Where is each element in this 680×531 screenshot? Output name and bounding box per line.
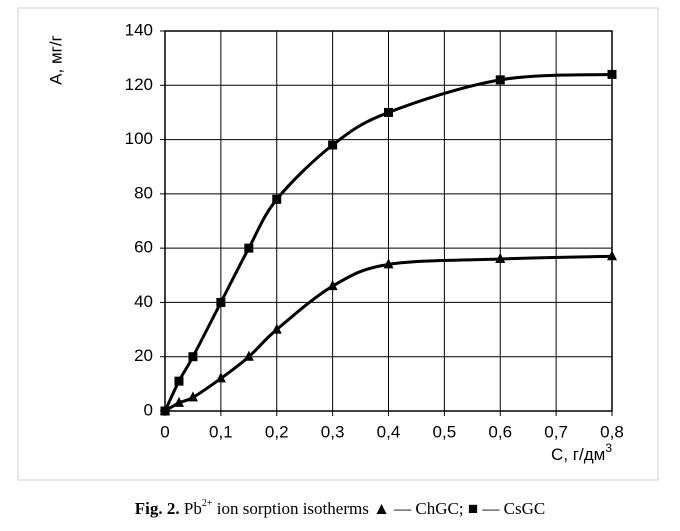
y-tick-label: 40: [134, 292, 153, 311]
x-axis-label-sup: 3: [605, 441, 612, 455]
y-tick-label: 20: [134, 346, 153, 365]
x-tick-label: 0,6: [488, 422, 512, 441]
marker: [243, 350, 254, 361]
marker: [271, 323, 282, 334]
x-tick-label: 0,8: [600, 422, 624, 441]
x-tick-label: 0: [160, 422, 169, 441]
y-tick-label: 60: [134, 238, 153, 257]
x-tick-label: 0,3: [321, 422, 345, 441]
x-tick-label: 0,5: [433, 422, 457, 441]
marker: [215, 372, 226, 383]
frame: [17, 7, 659, 481]
marker: [607, 250, 617, 261]
marker: [495, 253, 506, 263]
caption-sep: ; ■ —: [459, 499, 504, 518]
marker: [607, 69, 617, 79]
y-axis-label: А, мг/г: [46, 35, 65, 85]
caption: Fig. 2. Pb2+ ion sorption isotherms ▲ — …: [135, 498, 545, 518]
y-tick-label: 80: [134, 183, 153, 202]
x-tick-label: 0,7: [544, 422, 568, 441]
marker: [187, 391, 198, 402]
marker: [384, 107, 393, 117]
marker: [272, 194, 282, 204]
x-tick-label: 0,1: [209, 422, 233, 441]
marker: [188, 352, 198, 362]
x-tick-label: 0,2: [265, 422, 289, 441]
marker: [495, 75, 505, 85]
caption-text: ion sorption isotherms ▲ —: [213, 499, 416, 518]
y-tick-label: 120: [125, 75, 153, 94]
marker: [328, 140, 338, 150]
caption-charge: 2+: [202, 498, 213, 509]
y-tick-label: 140: [125, 20, 153, 39]
x-tick-label: 0,4: [377, 422, 401, 441]
x-axis-label: С, г/дм3: [551, 441, 612, 464]
caption-series: CsGC: [504, 499, 546, 518]
caption-element: Pb: [184, 499, 202, 518]
y-tick-label: 0: [144, 400, 153, 419]
marker: [383, 258, 394, 269]
plot-area: [164, 30, 613, 412]
x-axis-label-main: С, г/дм: [551, 445, 605, 464]
caption-label: Fig. 2.: [135, 499, 180, 518]
marker: [160, 405, 170, 415]
marker: [244, 243, 254, 253]
marker: [216, 297, 226, 307]
marker: [174, 376, 184, 386]
marker: [173, 396, 184, 407]
caption-series: ChGC: [415, 499, 458, 518]
marker: [327, 280, 338, 291]
y-tick-label: 100: [125, 129, 153, 148]
